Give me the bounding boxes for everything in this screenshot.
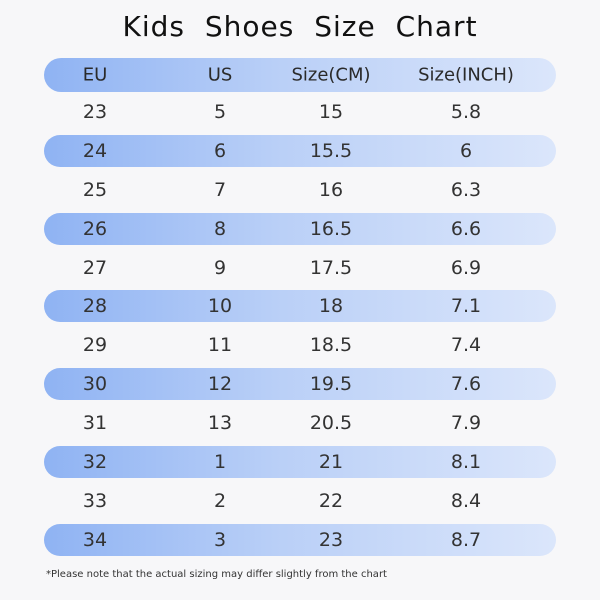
table-row: 26 8 16.5 6.6 [44, 212, 556, 245]
cell-eu: 30 [82, 373, 108, 396]
cell-us: 3 [213, 528, 227, 551]
sizing-disclaimer: *Please note that the actual sizing may … [46, 569, 387, 580]
cell-us: 7 [213, 178, 227, 201]
cell-us: 13 [207, 412, 233, 435]
cell-us: 1 [213, 451, 227, 474]
cell-eu: 26 [82, 217, 108, 240]
cell-eu: 24 [82, 139, 108, 162]
cell-inch: 7.4 [450, 334, 482, 357]
table-row: 30 12 19.5 7.6 [44, 368, 556, 401]
cell-cm: 22 [318, 489, 344, 512]
cell-inch: 8.1 [450, 451, 482, 474]
cell-eu: 31 [82, 412, 108, 435]
cell-us: 6 [213, 139, 227, 162]
table-row: 25 7 16 6.3 [44, 174, 556, 206]
cell-cm: 19.5 [309, 373, 353, 396]
table-row: 29 11 18.5 7.4 [44, 329, 556, 361]
cell-inch: 7.9 [450, 412, 482, 435]
cell-inch: 5.8 [450, 101, 482, 123]
table-row: 28 10 18 7.1 [44, 290, 556, 323]
table-row: 24 6 15.5 6 [44, 134, 556, 167]
cell-eu: 29 [82, 334, 108, 357]
cell-inch: 8.7 [450, 528, 482, 551]
size-table: EU US Size(CM) Size(INCH) 23 5 15 5.8 24… [44, 58, 556, 563]
cell-inch: 7.1 [450, 295, 482, 318]
page-title: Kids Shoes Size Chart [122, 10, 478, 43]
cell-eu: 23 [82, 101, 108, 123]
cell-us: 10 [207, 295, 233, 318]
header-size-inch: Size(INCH) [418, 64, 514, 86]
table-row: 27 9 17.5 6.9 [44, 252, 556, 284]
cell-inch: 6.6 [450, 217, 482, 240]
cell-cm: 15 [318, 101, 344, 123]
table-row: 23 5 15 5.8 [44, 96, 556, 128]
header-us: US [207, 64, 233, 86]
cell-inch: 7.6 [450, 373, 482, 396]
cell-cm: 15.5 [309, 139, 353, 162]
cell-inch: 8.4 [450, 489, 482, 512]
cell-eu: 34 [82, 528, 108, 551]
cell-us: 12 [207, 373, 233, 396]
cell-eu: 27 [82, 256, 108, 279]
table-row: 34 3 23 8.7 [44, 523, 556, 556]
header-size-cm: Size(CM) [291, 64, 371, 86]
cell-cm: 16 [318, 178, 344, 201]
table-row: 32 1 21 8.1 [44, 446, 556, 479]
cell-us: 2 [213, 489, 227, 512]
cell-inch: 6.3 [450, 178, 482, 201]
cell-cm: 21 [318, 451, 344, 474]
cell-cm: 18.5 [309, 334, 353, 357]
cell-cm: 17.5 [309, 256, 353, 279]
cell-eu: 25 [82, 178, 108, 201]
cell-us: 8 [213, 217, 227, 240]
cell-inch: 6 [459, 139, 473, 162]
header-eu: EU [82, 64, 108, 86]
table-header-row: EU US Size(CM) Size(INCH) [44, 58, 556, 92]
cell-eu: 28 [82, 295, 108, 318]
cell-cm: 16.5 [309, 217, 353, 240]
cell-us: 9 [213, 256, 227, 279]
cell-cm: 23 [318, 528, 344, 551]
cell-eu: 33 [82, 489, 108, 512]
cell-cm: 20.5 [309, 412, 353, 435]
cell-us: 5 [213, 101, 227, 123]
cell-eu: 32 [82, 451, 108, 474]
table-row: 33 2 22 8.4 [44, 485, 556, 517]
cell-cm: 18 [318, 295, 344, 318]
cell-us: 11 [207, 334, 233, 357]
table-row: 31 13 20.5 7.9 [44, 407, 556, 439]
cell-inch: 6.9 [450, 256, 482, 279]
